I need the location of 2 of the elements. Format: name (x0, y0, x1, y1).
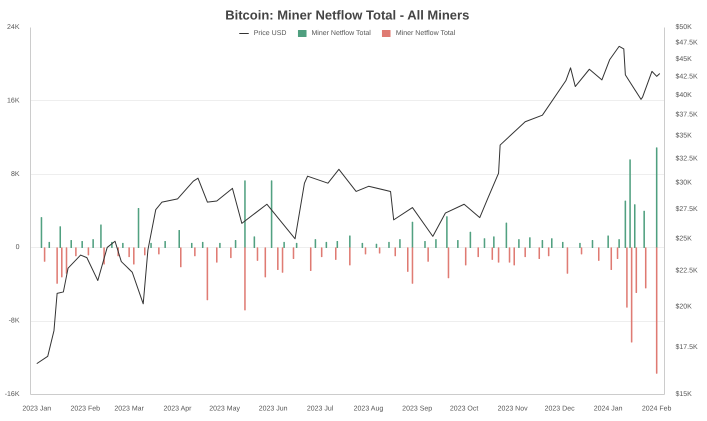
chart-title: Bitcoin: Miner Netflow Total - All Miners (225, 8, 470, 22)
line-series (36, 46, 660, 364)
